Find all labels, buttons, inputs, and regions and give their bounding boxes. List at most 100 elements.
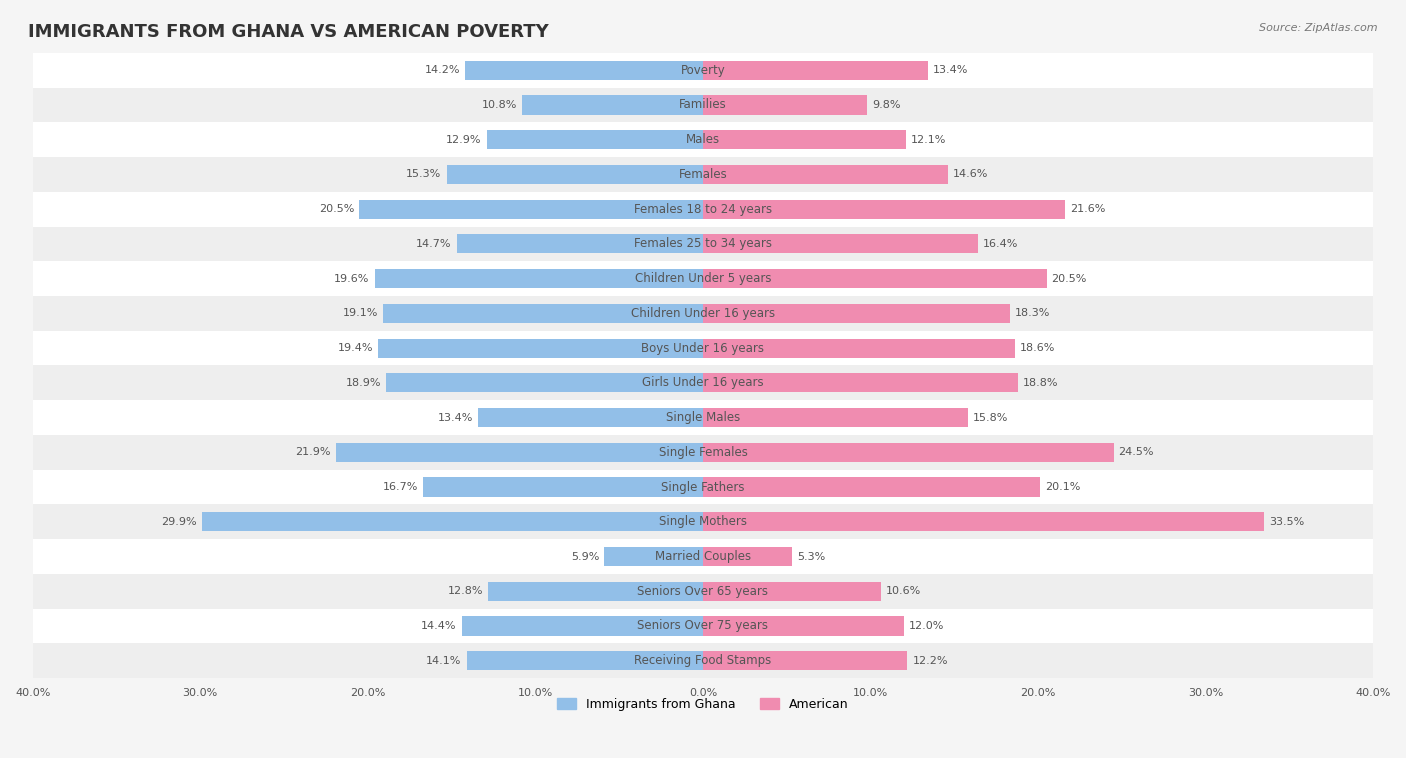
Text: Seniors Over 75 years: Seniors Over 75 years bbox=[637, 619, 769, 632]
Bar bbox=[202, 512, 703, 531]
Text: 12.9%: 12.9% bbox=[446, 135, 482, 145]
Bar bbox=[378, 339, 703, 358]
Bar bbox=[488, 581, 703, 601]
Text: Single Fathers: Single Fathers bbox=[661, 481, 745, 493]
Bar bbox=[703, 478, 1040, 496]
Text: 14.4%: 14.4% bbox=[422, 621, 457, 631]
Bar bbox=[32, 296, 1374, 330]
Text: 21.9%: 21.9% bbox=[295, 447, 330, 457]
Bar bbox=[467, 651, 703, 670]
Bar bbox=[605, 547, 703, 566]
Bar bbox=[360, 199, 703, 219]
Bar bbox=[703, 96, 868, 114]
Bar bbox=[374, 269, 703, 288]
Bar bbox=[703, 373, 1018, 393]
Text: 20.5%: 20.5% bbox=[319, 204, 354, 215]
Text: 19.1%: 19.1% bbox=[343, 309, 378, 318]
Text: 16.4%: 16.4% bbox=[983, 239, 1018, 249]
Text: Seniors Over 65 years: Seniors Over 65 years bbox=[637, 584, 769, 598]
Text: Children Under 5 years: Children Under 5 years bbox=[634, 272, 772, 285]
Bar bbox=[32, 609, 1374, 644]
Text: Children Under 16 years: Children Under 16 years bbox=[631, 307, 775, 320]
Text: 29.9%: 29.9% bbox=[162, 517, 197, 527]
Text: 20.5%: 20.5% bbox=[1052, 274, 1087, 283]
Bar bbox=[703, 304, 1010, 323]
Bar bbox=[478, 408, 703, 428]
Bar bbox=[703, 651, 907, 670]
Text: 19.6%: 19.6% bbox=[335, 274, 370, 283]
Bar bbox=[703, 616, 904, 635]
Text: 12.2%: 12.2% bbox=[912, 656, 948, 666]
Bar bbox=[703, 339, 1015, 358]
Text: 21.6%: 21.6% bbox=[1070, 204, 1105, 215]
Text: 15.8%: 15.8% bbox=[973, 412, 1008, 422]
Text: Females: Females bbox=[679, 168, 727, 181]
Bar bbox=[32, 227, 1374, 262]
Text: 5.9%: 5.9% bbox=[571, 552, 599, 562]
Bar bbox=[703, 61, 928, 80]
Bar bbox=[703, 443, 1114, 462]
Text: 14.2%: 14.2% bbox=[425, 65, 460, 75]
Text: 13.4%: 13.4% bbox=[932, 65, 967, 75]
Text: 16.7%: 16.7% bbox=[382, 482, 418, 492]
Text: Single Males: Single Males bbox=[666, 411, 740, 424]
Bar bbox=[703, 581, 880, 601]
Text: 14.1%: 14.1% bbox=[426, 656, 461, 666]
Text: 12.8%: 12.8% bbox=[449, 586, 484, 597]
Text: Boys Under 16 years: Boys Under 16 years bbox=[641, 342, 765, 355]
Bar bbox=[486, 130, 703, 149]
Text: Receiving Food Stamps: Receiving Food Stamps bbox=[634, 654, 772, 667]
Bar bbox=[32, 644, 1374, 678]
Text: Married Couples: Married Couples bbox=[655, 550, 751, 563]
Text: 20.1%: 20.1% bbox=[1045, 482, 1080, 492]
Text: 12.1%: 12.1% bbox=[911, 135, 946, 145]
Bar bbox=[703, 512, 1264, 531]
Text: 10.6%: 10.6% bbox=[886, 586, 921, 597]
Text: 10.8%: 10.8% bbox=[482, 100, 517, 110]
Text: 33.5%: 33.5% bbox=[1270, 517, 1305, 527]
Bar bbox=[32, 262, 1374, 296]
Bar bbox=[447, 165, 703, 184]
Text: 18.6%: 18.6% bbox=[1019, 343, 1054, 353]
Bar bbox=[423, 478, 703, 496]
Bar bbox=[32, 122, 1374, 157]
Text: 18.9%: 18.9% bbox=[346, 377, 381, 388]
Text: Females 25 to 34 years: Females 25 to 34 years bbox=[634, 237, 772, 250]
Bar bbox=[703, 547, 792, 566]
Bar bbox=[703, 199, 1064, 219]
Text: 19.4%: 19.4% bbox=[337, 343, 373, 353]
Bar bbox=[32, 53, 1374, 88]
Bar bbox=[32, 470, 1374, 504]
Text: IMMIGRANTS FROM GHANA VS AMERICAN POVERTY: IMMIGRANTS FROM GHANA VS AMERICAN POVERT… bbox=[28, 23, 548, 41]
Text: 9.8%: 9.8% bbox=[872, 100, 901, 110]
Bar bbox=[32, 400, 1374, 435]
Bar bbox=[32, 574, 1374, 609]
Bar bbox=[32, 157, 1374, 192]
Bar bbox=[522, 96, 703, 114]
Bar bbox=[465, 61, 703, 80]
Text: Girls Under 16 years: Girls Under 16 years bbox=[643, 377, 763, 390]
Bar bbox=[387, 373, 703, 393]
Text: 13.4%: 13.4% bbox=[439, 412, 474, 422]
Bar bbox=[336, 443, 703, 462]
Text: 24.5%: 24.5% bbox=[1119, 447, 1154, 457]
Bar bbox=[703, 165, 948, 184]
Bar bbox=[32, 88, 1374, 122]
Bar bbox=[382, 304, 703, 323]
Legend: Immigrants from Ghana, American: Immigrants from Ghana, American bbox=[553, 693, 853, 716]
Bar bbox=[457, 234, 703, 253]
Bar bbox=[32, 192, 1374, 227]
Text: Females 18 to 24 years: Females 18 to 24 years bbox=[634, 202, 772, 216]
Text: 14.6%: 14.6% bbox=[953, 170, 988, 180]
Bar bbox=[703, 408, 967, 428]
Bar bbox=[32, 330, 1374, 365]
Bar bbox=[703, 234, 977, 253]
Text: Single Mothers: Single Mothers bbox=[659, 515, 747, 528]
Bar bbox=[32, 539, 1374, 574]
Text: 5.3%: 5.3% bbox=[797, 552, 825, 562]
Text: Poverty: Poverty bbox=[681, 64, 725, 77]
Text: Families: Families bbox=[679, 99, 727, 111]
Bar bbox=[703, 130, 905, 149]
Text: 12.0%: 12.0% bbox=[910, 621, 945, 631]
Text: 15.3%: 15.3% bbox=[406, 170, 441, 180]
